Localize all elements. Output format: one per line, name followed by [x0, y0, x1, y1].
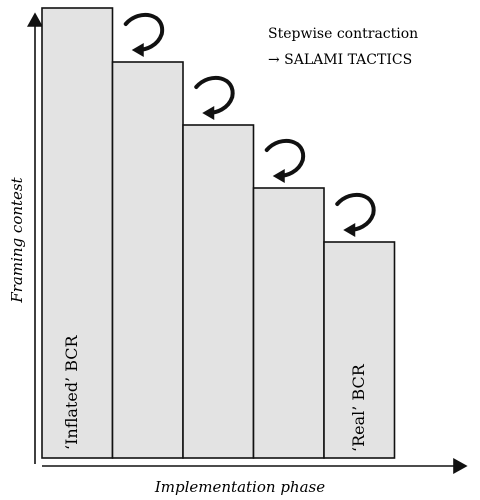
curl-arrowhead [131, 43, 144, 57]
curl-arrowhead [272, 169, 285, 183]
curl-arrowhead [343, 223, 356, 237]
curl-arrow [335, 193, 376, 232]
annotation-line-2: → SALAMI TACTICS [268, 52, 412, 68]
curl-arrow [123, 13, 165, 52]
inflated-bcr-label: ‘Inflated’ BCR [62, 334, 81, 450]
real-bcr-label: ‘Real’ BCR [349, 363, 368, 452]
step-bar [252, 187, 325, 459]
step-bar [111, 61, 184, 459]
step-bar [182, 124, 255, 459]
step-bar [323, 241, 396, 459]
annotation-line-1: Stepwise contraction [268, 26, 418, 42]
y-axis-label: Framing contest [8, 176, 26, 303]
contraction-arrows [123, 13, 376, 237]
curl-arrow [194, 76, 235, 115]
step-bars [41, 7, 396, 459]
curl-arrowhead [202, 106, 215, 120]
step-bar [41, 7, 114, 459]
curl-arrow [264, 139, 306, 178]
x-axis-label: Implementation phase [154, 478, 325, 496]
